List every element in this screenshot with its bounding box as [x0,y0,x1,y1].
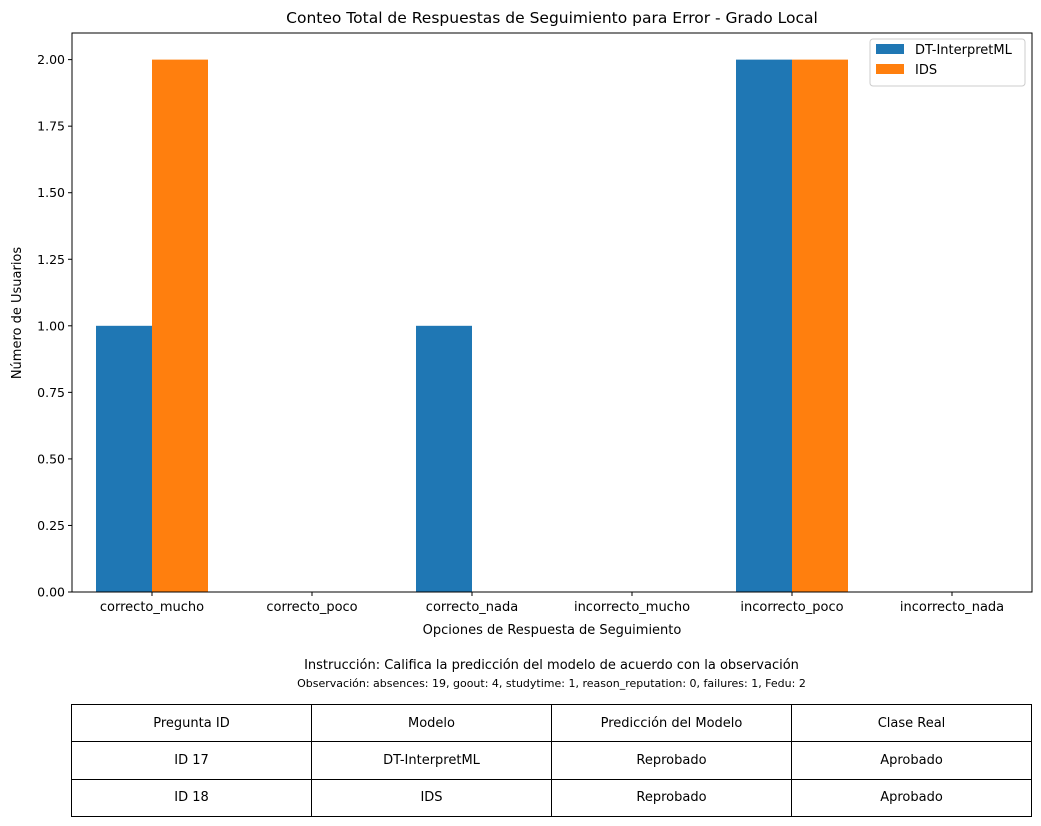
x-tick-label: incorrecto_poco [740,600,843,615]
bar-dt-interpretml-incorrecto_poco [736,59,792,593]
table-cell: Reprobado [551,778,792,818]
x-tick-label: incorrecto_nada [900,600,1004,615]
predictions-table: Pregunta ID Modelo Predicción del Modelo… [71,703,1032,818]
table-row: ID 18 IDS Reprobado Aprobado [71,778,1032,818]
plot-frame [71,32,1033,593]
y-tick-label: 0.00 [37,585,65,600]
bar-ids-incorrecto_poco [792,59,848,593]
instruction-text: Instrucción: Califica la predicción del … [304,658,799,673]
legend-box [869,38,1026,87]
table-cell: Aprobado [791,778,1032,818]
y-tick-label: 1.75 [37,119,65,134]
bar-dt-interpretml-correcto_mucho [96,325,152,592]
x-axis: correcto_mucho correcto_poco correcto_nada… [100,592,1004,615]
y-tick-label: 1.00 [37,318,65,333]
bar-chart: Conteo Total de Respuestas de Seguimient… [10,9,1033,638]
legend-label: IDS [915,63,937,78]
table-cell: ID 18 [71,778,312,818]
table-cell: Reprobado [551,741,792,780]
y-tick-label: 2.00 [37,52,65,67]
table-header-row: Pregunta ID Modelo Predicción del Modelo… [71,703,1032,743]
x-tick-label: correcto_mucho [100,600,204,615]
table-cell: ID 17 [71,741,312,780]
table-cell: Aprobado [791,741,1032,780]
y-tick-label: 1.25 [37,252,65,267]
y-tick-label: 0.50 [37,451,65,466]
bar-dt-interpretml-correcto_nada [416,325,472,592]
header-pregunta-id: Pregunta ID [71,703,312,743]
table-cell: IDS [311,778,552,818]
x-tick-label: correcto_poco [266,600,357,615]
bars-layer [96,59,848,593]
legend-label: DT-InterpretML [915,43,1013,58]
y-axis: 0.00 0.25 0.50 0.75 1.00 1.25 1.50 1.75 2.00 [37,52,72,600]
legend: DT-InterpretML IDS [869,38,1026,87]
y-axis-label: Número de Usuarios [10,247,25,380]
header-modelo: Modelo [311,703,552,743]
header-clase-real: Clase Real [791,703,1032,743]
observation-text: Observación: absences: 19, goout: 4, stu… [297,677,806,690]
header-prediccion: Predicción del Modelo [551,703,792,743]
chart-title: Conteo Total de Respuestas de Seguimient… [286,9,818,27]
legend-swatch [876,64,904,74]
table-cell: DT-InterpretML [311,741,552,780]
table-row: ID 17 DT-InterpretML Reprobado Aprobado [71,741,1032,780]
x-tick-label: incorrecto_mucho [574,600,690,615]
legend-swatch [876,44,904,54]
y-tick-label: 0.75 [37,385,65,400]
x-tick-label: correcto_nada [426,600,518,615]
y-tick-label: 0.25 [37,518,65,533]
y-tick-label: 1.50 [37,185,65,200]
bar-ids-correcto_mucho [152,59,208,593]
x-axis-label: Opciones de Respuesta de Seguimiento [423,623,682,638]
